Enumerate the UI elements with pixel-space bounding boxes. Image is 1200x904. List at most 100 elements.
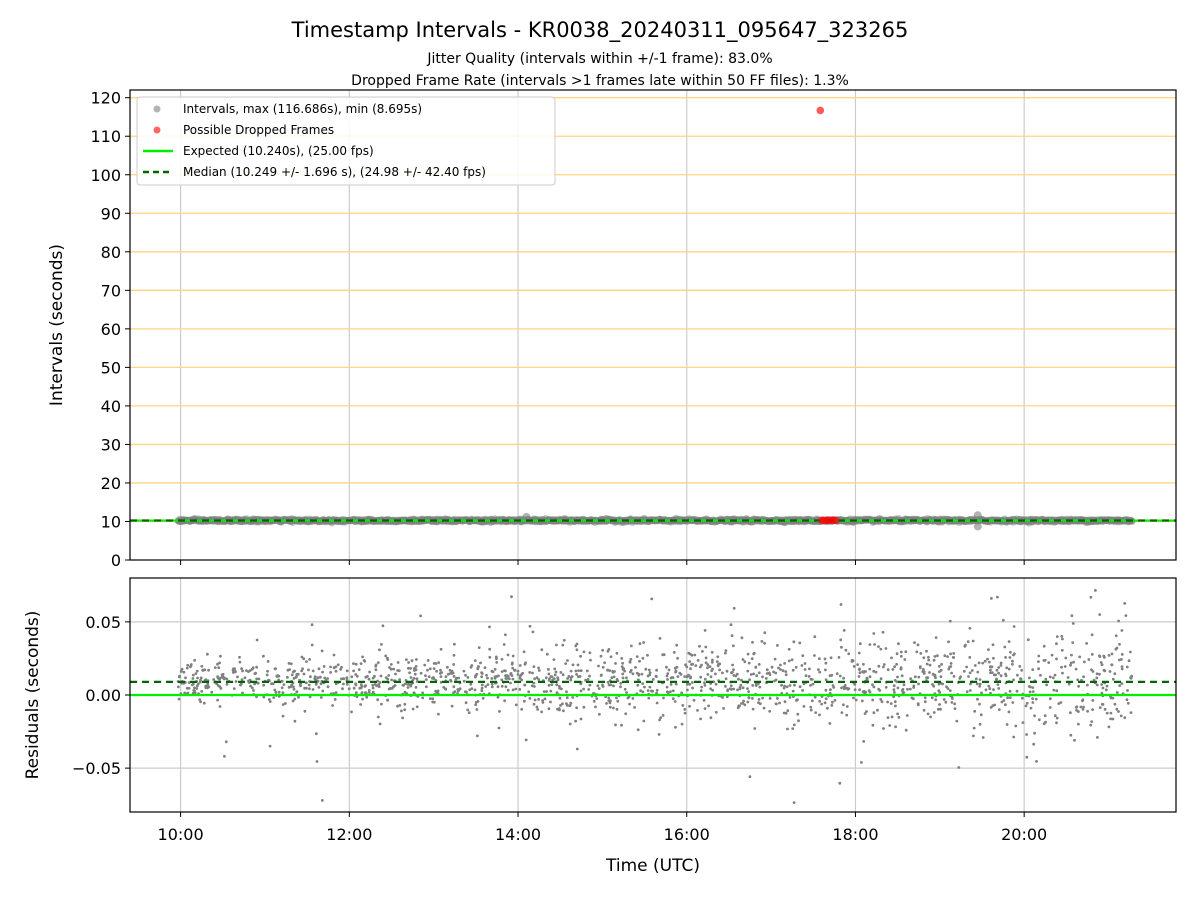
residual-point xyxy=(919,665,922,668)
residual-point xyxy=(917,704,920,707)
residual-point xyxy=(858,668,861,671)
residual-point xyxy=(453,654,456,657)
residual-point xyxy=(262,696,265,699)
residual-point xyxy=(642,641,645,644)
residual-point xyxy=(507,654,510,657)
residual-point xyxy=(743,660,746,663)
residual-point xyxy=(656,689,659,692)
residual-point xyxy=(1128,659,1131,662)
residual-point xyxy=(991,704,994,707)
residual-point xyxy=(377,661,380,664)
residual-point xyxy=(1056,717,1059,720)
residual-point xyxy=(752,708,755,711)
residual-point xyxy=(1115,634,1118,637)
residual-point xyxy=(674,671,677,674)
x-tick-label: 10:00 xyxy=(158,825,204,844)
residual-point xyxy=(886,701,889,704)
residual-point xyxy=(796,713,799,716)
residual-point xyxy=(974,664,977,667)
residual-point xyxy=(613,670,616,673)
residual-point xyxy=(715,711,718,714)
residual-point xyxy=(925,676,928,679)
residual-point xyxy=(1106,712,1109,715)
residual-point xyxy=(1105,689,1108,692)
residual-point xyxy=(933,659,936,662)
residual-point xyxy=(188,687,191,690)
residual-point xyxy=(831,701,834,704)
residual-point xyxy=(650,598,653,601)
residual-point xyxy=(788,660,791,663)
residual-point xyxy=(677,675,680,678)
residual-point xyxy=(662,697,665,700)
residual-point xyxy=(520,673,523,676)
residual-point xyxy=(931,683,934,686)
residual-point xyxy=(403,708,406,711)
residual-point xyxy=(579,655,582,658)
top-y-tick-label: 120 xyxy=(90,89,121,108)
residual-point xyxy=(398,678,401,681)
residual-point xyxy=(755,674,758,677)
residual-point xyxy=(972,735,975,738)
residual-point xyxy=(548,677,551,680)
residual-point xyxy=(716,660,719,663)
residual-point xyxy=(706,666,709,669)
residual-point xyxy=(1116,691,1119,694)
residual-point xyxy=(824,701,827,704)
residual-point xyxy=(433,662,436,665)
residual-point xyxy=(386,699,389,702)
residual-point xyxy=(425,685,428,688)
residual-point xyxy=(427,659,430,662)
residual-point xyxy=(410,676,413,679)
residual-point xyxy=(446,666,449,669)
residual-point xyxy=(1054,674,1057,677)
residual-point xyxy=(533,685,536,688)
residual-point xyxy=(1049,676,1052,679)
residual-point xyxy=(792,640,795,643)
residual-point xyxy=(761,640,764,643)
residual-point xyxy=(1004,656,1007,659)
residual-point xyxy=(576,748,579,751)
residual-point xyxy=(1000,662,1003,665)
residual-point xyxy=(621,662,624,665)
residual-point xyxy=(537,678,540,681)
residual-point xyxy=(363,685,366,688)
residual-point xyxy=(673,651,676,654)
residual-point xyxy=(636,672,639,675)
residual-point xyxy=(454,690,457,693)
residual-point xyxy=(939,708,942,711)
residual-point xyxy=(398,704,401,707)
residual-point xyxy=(927,713,930,716)
residual-point xyxy=(1078,656,1081,659)
residual-point xyxy=(178,698,181,701)
residual-point xyxy=(1027,638,1030,641)
residual-point xyxy=(824,658,827,661)
residual-point xyxy=(1002,619,1005,622)
residual-point xyxy=(407,686,410,689)
residual-point xyxy=(501,685,504,688)
residual-point xyxy=(531,672,534,675)
residual-point xyxy=(1054,714,1057,717)
residual-point xyxy=(609,701,612,704)
residual-point xyxy=(346,670,349,673)
residual-point xyxy=(1056,635,1059,638)
residual-point xyxy=(969,689,972,692)
residual-point xyxy=(342,683,345,686)
residual-point xyxy=(742,700,745,703)
residual-point xyxy=(1103,656,1106,659)
residual-point xyxy=(949,620,952,623)
residual-point xyxy=(989,669,992,672)
residual-point xyxy=(621,665,624,668)
residual-point xyxy=(716,655,719,658)
residual-point xyxy=(217,666,220,669)
residual-point xyxy=(804,668,807,671)
residual-point xyxy=(420,672,423,675)
residual-point xyxy=(321,671,324,674)
residual-point xyxy=(718,669,721,672)
residual-point xyxy=(987,648,990,651)
residual-point xyxy=(391,687,394,690)
residual-point xyxy=(1123,602,1126,605)
residual-point xyxy=(667,691,670,694)
residual-point xyxy=(980,713,983,716)
residual-point xyxy=(647,697,650,700)
